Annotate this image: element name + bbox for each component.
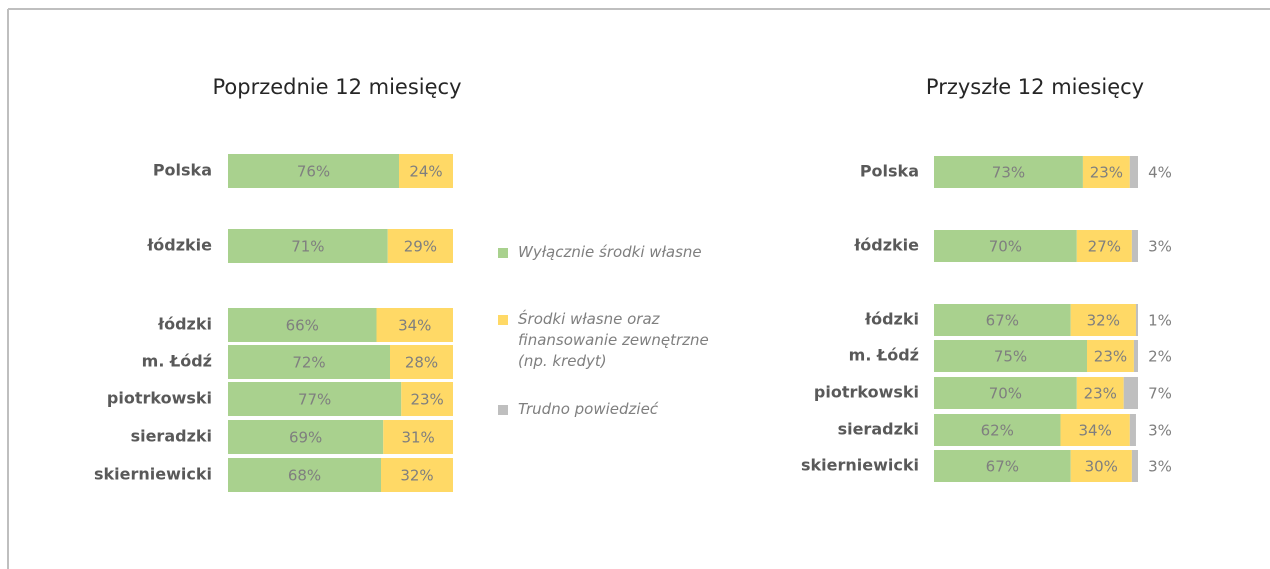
legend-label: Środki własne oraz finansowanie zewnętrz… <box>518 310 709 370</box>
value-label: 68% <box>288 467 321 485</box>
value-label: 70% <box>989 385 1022 403</box>
value-label: 23% <box>1084 385 1117 403</box>
bar-segment <box>390 345 453 379</box>
value-label: 32% <box>1087 312 1120 330</box>
bar-segment <box>1133 340 1138 372</box>
value-label: 2% <box>1148 348 1172 366</box>
value-label: 75% <box>994 348 1027 366</box>
value-label: 23% <box>1094 348 1127 366</box>
category-label: sieradzki <box>131 427 212 446</box>
category-label: m. Łódź <box>142 352 212 371</box>
legend-item: Trudno powiedzieć <box>498 399 733 420</box>
legend-label: Trudno powiedzieć <box>518 400 659 418</box>
legend-swatch <box>498 248 508 258</box>
bar-segment <box>1087 340 1134 372</box>
value-label: 7% <box>1148 385 1172 403</box>
value-label: 1% <box>1148 312 1172 330</box>
category-label: łódzkie <box>146 236 212 255</box>
bar-segment <box>376 308 453 342</box>
bar-segment <box>1131 230 1138 262</box>
bar-segment <box>1082 156 1130 188</box>
category-label: łódzkie <box>853 236 919 255</box>
category-label: piotrkowski <box>107 389 212 408</box>
category-label: łódzki <box>157 315 212 334</box>
category-label: skierniewicki <box>94 465 212 484</box>
chart-title: Poprzednie 12 miesięcy <box>212 75 461 99</box>
value-label: 3% <box>1148 238 1172 256</box>
bar-segment <box>1076 377 1124 409</box>
bar-segment <box>1129 156 1138 188</box>
bar-segment <box>383 420 453 454</box>
category-label: m. Łódź <box>849 346 919 365</box>
bar-segment <box>1135 304 1138 336</box>
value-label: 28% <box>405 354 438 372</box>
value-label: 71% <box>291 238 324 256</box>
bar-segment <box>1129 414 1136 446</box>
value-label: 23% <box>1090 164 1123 182</box>
value-label: 27% <box>1088 238 1121 256</box>
bar-segment <box>399 154 453 188</box>
bar-segment <box>228 458 381 492</box>
bar-segment <box>228 420 384 454</box>
bar-segment <box>934 377 1077 409</box>
category-label: łódzki <box>864 310 919 329</box>
bar-segment <box>228 229 388 263</box>
category-label: Polska <box>153 161 212 180</box>
bar-segment <box>1060 414 1130 446</box>
value-label: 29% <box>404 238 437 256</box>
bar-segment <box>228 154 399 188</box>
bar-segment <box>934 156 1083 188</box>
value-label: 66% <box>286 317 319 335</box>
legend-swatch <box>498 405 508 415</box>
bar-segment <box>1123 377 1138 409</box>
bar-segment <box>228 345 390 379</box>
bar-segment <box>1076 230 1132 262</box>
value-label: 76% <box>297 163 330 181</box>
value-label: 67% <box>986 312 1019 330</box>
value-label: 72% <box>292 354 325 372</box>
value-label: 73% <box>992 164 1025 182</box>
bar-segment <box>1070 304 1136 336</box>
bar-segment <box>381 458 453 492</box>
value-label: 32% <box>400 467 433 485</box>
category-label: piotrkowski <box>814 383 919 402</box>
category-label: sieradzki <box>838 420 919 439</box>
bar-segment <box>401 382 453 416</box>
legend-label: Wyłącznie środki własne <box>518 243 702 261</box>
value-label: 4% <box>1148 164 1172 182</box>
category-label: Polska <box>860 162 919 181</box>
bar-segment <box>228 382 402 416</box>
value-label: 67% <box>986 458 1019 476</box>
bar-segment <box>934 414 1061 446</box>
category-label: skierniewicki <box>801 456 919 475</box>
bar-segment <box>387 229 453 263</box>
value-label: 77% <box>298 391 331 409</box>
legend-swatch <box>498 315 508 325</box>
value-label: 24% <box>409 163 442 181</box>
value-label: 3% <box>1148 458 1172 476</box>
bar-segment <box>228 308 377 342</box>
value-label: 62% <box>981 422 1014 440</box>
bar-segment <box>1131 450 1138 482</box>
bar-segment <box>1070 450 1132 482</box>
bar-segment <box>934 340 1087 372</box>
value-label: 34% <box>1078 422 1111 440</box>
value-label: 69% <box>289 429 322 447</box>
bar-segment <box>934 304 1071 336</box>
value-label: 70% <box>989 238 1022 256</box>
value-label: 31% <box>401 429 434 447</box>
value-label: 34% <box>398 317 431 335</box>
legend-item: Środki własne oraz finansowanie zewnętrz… <box>498 309 733 372</box>
value-label: 30% <box>1085 458 1118 476</box>
bar-segment <box>934 450 1071 482</box>
chart-title: Przyszłe 12 miesięcy <box>926 75 1144 99</box>
value-label: 3% <box>1148 422 1172 440</box>
value-label: 23% <box>410 391 443 409</box>
legend-item: Wyłącznie środki własne <box>498 242 733 263</box>
bar-segment <box>934 230 1077 262</box>
